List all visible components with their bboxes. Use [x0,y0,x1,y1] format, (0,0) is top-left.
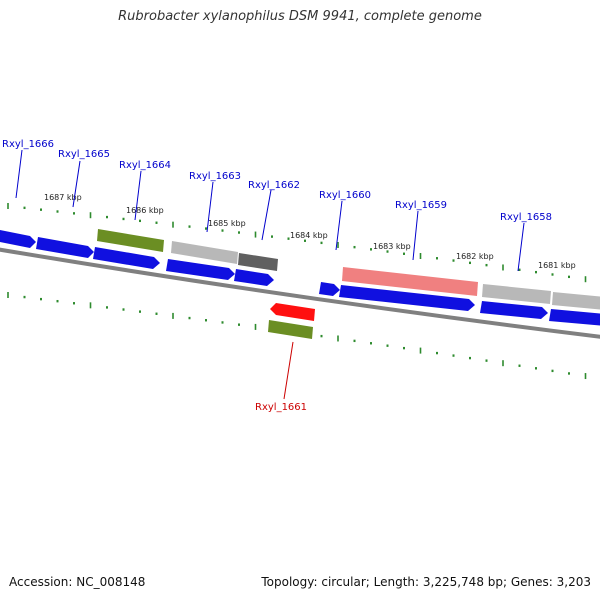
gene-label-rxyl-1663[interactable]: Rxyl_1663 [189,171,241,182]
genome-summary-text: Topology: circular; Length: 3,225,748 bp… [261,575,591,589]
genome-backbone [0,247,600,339]
accession-text: Accession: NC_008148 [9,575,146,589]
gene-rxyl-1659[interactable] [339,285,475,311]
gene-label-rxyl-1665[interactable]: Rxyl_1665 [58,149,110,160]
gene-rxyl-1659-band[interactable] [342,267,478,296]
label-leader-lines [15,149,525,400]
gene-label-rxyl-1661[interactable]: Rxyl_1661 [255,402,307,413]
gene-label-rxyl-1662[interactable]: Rxyl_1662 [248,180,300,191]
gene-label-rxyl-1664[interactable]: Rxyl_1664 [119,160,171,171]
scale-label-1687: 1687 kbp [44,193,82,202]
gene-rxyl-1658-band[interactable] [482,284,551,304]
gene-rxyl-1663[interactable] [166,259,235,280]
gene-label-rxyl-1658[interactable]: Rxyl_1658 [500,212,552,223]
scale-label-1684: 1684 kbp [290,231,328,240]
gene-rxyl-1664[interactable] [97,229,164,252]
scale-label-1681: 1681 kbp [538,261,576,270]
gene-labels: Rxyl_1666 Rxyl_1665 Rxyl_1664 Rxyl_1663 … [2,139,552,413]
gene-rxyl-1664-blue[interactable] [93,247,160,269]
scale-labels: 1687 kbp 1686 kbp 1685 kbp 1684 kbp 1683… [44,193,576,270]
gene-label-rxyl-1666[interactable]: Rxyl_1666 [2,139,54,150]
gene-label-rxyl-1659[interactable]: Rxyl_1659 [395,200,447,211]
gene-rxyl-1665[interactable] [36,237,94,258]
gene-rxyl-1661[interactable] [270,303,315,321]
lower-tick-row [7,292,587,380]
gene-rxyl-1662[interactable] [234,269,274,286]
gene-label-rxyl-1660[interactable]: Rxyl_1660 [319,190,371,201]
scale-label-1682: 1682 kbp [456,252,494,261]
gene-rxyl-1657-band[interactable] [552,292,600,310]
gene-rxyl-1662-band[interactable] [238,253,278,271]
gene-rxyl-1660-small[interactable] [319,282,340,296]
scale-label-1686: 1686 kbp [126,206,164,215]
gene-rxyl-1666[interactable] [0,229,36,248]
scale-label-1683: 1683 kbp [373,242,411,251]
gene-rxyl-1658[interactable] [480,301,548,319]
gene-rxyl-1657[interactable] [549,309,600,326]
upper-tick-row [7,203,587,283]
gene-rxyl-1663-band[interactable] [171,241,238,264]
map-title: Rubrobacter xylanophilus DSM 9941, compl… [118,9,482,24]
gene-rxyl-1661-olive[interactable] [268,320,313,339]
scale-label-1685: 1685 kbp [208,219,246,228]
gene-track [0,229,600,339]
